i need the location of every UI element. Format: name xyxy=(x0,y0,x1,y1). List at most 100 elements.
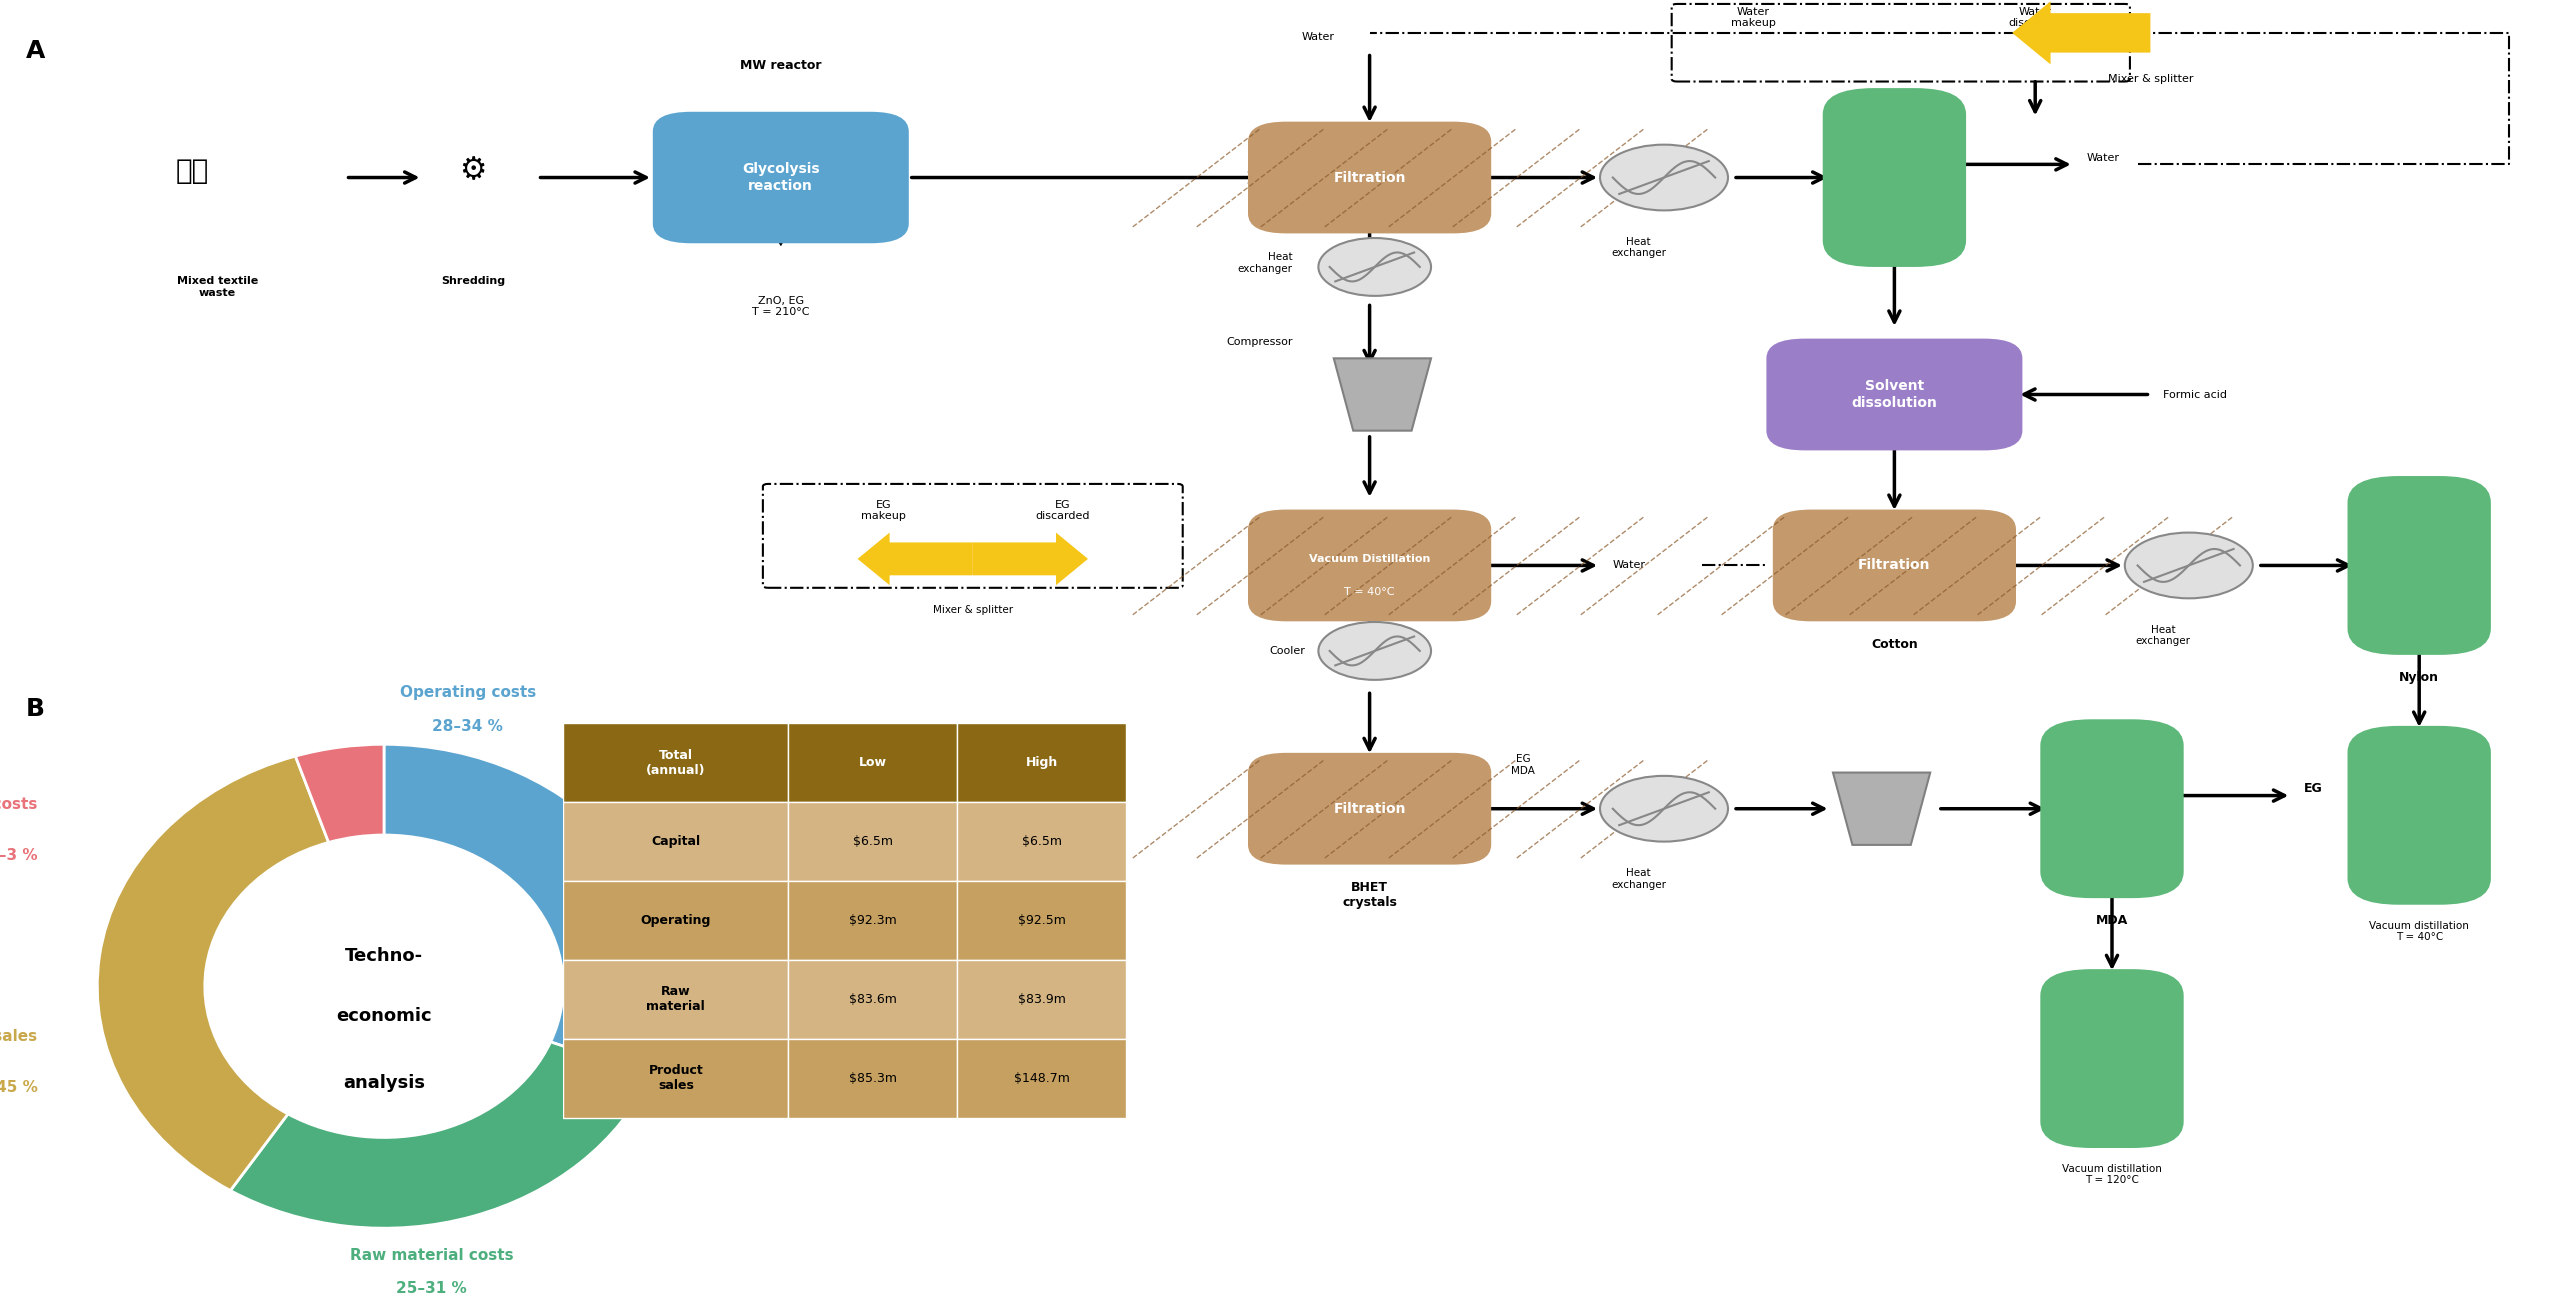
Circle shape xyxy=(1600,145,1728,210)
Text: Water: Water xyxy=(1613,560,1646,571)
Circle shape xyxy=(2125,533,2253,598)
Bar xyxy=(957,1039,1126,1118)
Text: Product
sales: Product sales xyxy=(648,1064,704,1093)
FancyBboxPatch shape xyxy=(1766,339,2022,450)
Text: $6.5m: $6.5m xyxy=(852,835,893,848)
Bar xyxy=(563,723,788,802)
Text: A: A xyxy=(26,39,46,63)
Text: Mixer & splitter: Mixer & splitter xyxy=(932,605,1014,615)
Bar xyxy=(788,802,957,881)
Text: Operating: Operating xyxy=(640,914,712,927)
Bar xyxy=(957,960,1126,1039)
FancyBboxPatch shape xyxy=(1249,752,1490,865)
FancyBboxPatch shape xyxy=(1249,509,1490,621)
Text: ⚙️: ⚙️ xyxy=(461,156,486,185)
Text: Capital costs: Capital costs xyxy=(0,797,38,813)
Text: $6.5m: $6.5m xyxy=(1021,835,1062,848)
Polygon shape xyxy=(2012,1,2150,64)
Bar xyxy=(788,1039,957,1118)
FancyBboxPatch shape xyxy=(2040,719,2184,898)
Text: 25–31 %: 25–31 % xyxy=(397,1281,466,1295)
Text: analysis: analysis xyxy=(343,1074,425,1091)
Text: Shredding: Shredding xyxy=(440,276,507,287)
FancyBboxPatch shape xyxy=(2348,726,2491,905)
Text: Raw material costs: Raw material costs xyxy=(351,1248,515,1264)
Text: Heat
exchanger: Heat exchanger xyxy=(1610,868,1667,889)
Text: MW reactor: MW reactor xyxy=(740,59,822,72)
Bar xyxy=(563,1039,788,1118)
Text: EG
makeup: EG makeup xyxy=(860,500,906,521)
Text: Low: Low xyxy=(860,756,886,769)
Text: $92.3m: $92.3m xyxy=(850,914,896,927)
Text: Techno-: Techno- xyxy=(346,947,422,965)
Text: BHET
crystals: BHET crystals xyxy=(1341,881,1398,909)
Text: 👖👕: 👖👕 xyxy=(177,156,207,185)
Text: High: High xyxy=(1027,756,1057,769)
Text: Heat
exchanger: Heat exchanger xyxy=(2135,625,2191,646)
Bar xyxy=(788,723,957,802)
Text: $92.5m: $92.5m xyxy=(1019,914,1065,927)
Text: Water: Water xyxy=(1303,32,1334,42)
FancyBboxPatch shape xyxy=(1823,88,1966,267)
Text: Water
makeup: Water makeup xyxy=(1731,7,1777,28)
Bar xyxy=(563,881,788,960)
Text: Mixed textile
waste: Mixed textile waste xyxy=(177,276,259,297)
Polygon shape xyxy=(858,533,973,585)
Bar xyxy=(957,723,1126,802)
Text: Heat
exchanger: Heat exchanger xyxy=(1610,237,1667,258)
Text: $85.3m: $85.3m xyxy=(850,1072,896,1085)
Text: Vacuum Distillation: Vacuum Distillation xyxy=(1308,554,1431,564)
Polygon shape xyxy=(1334,359,1431,431)
Text: Raw
material: Raw material xyxy=(648,985,704,1014)
Text: EG
discarded: EG discarded xyxy=(1034,500,1091,521)
Circle shape xyxy=(1318,622,1431,680)
Text: Operating costs: Operating costs xyxy=(399,685,535,700)
Circle shape xyxy=(1600,776,1728,842)
Text: Heat
exchanger: Heat exchanger xyxy=(1239,252,1293,274)
Text: $83.6m: $83.6m xyxy=(850,993,896,1006)
Bar xyxy=(788,881,957,960)
Wedge shape xyxy=(97,756,328,1190)
Bar xyxy=(957,802,1126,881)
Text: $148.7m: $148.7m xyxy=(1014,1072,1070,1085)
Bar xyxy=(563,802,788,881)
Wedge shape xyxy=(230,1041,650,1228)
Text: Nylon: Nylon xyxy=(2399,671,2440,684)
Text: ZnO, EG
T = 210°C: ZnO, EG T = 210°C xyxy=(753,296,809,317)
Wedge shape xyxy=(294,744,384,843)
Text: Total
(annual): Total (annual) xyxy=(645,748,707,777)
Text: Vacuum distillation
T = 40°C: Vacuum distillation T = 40°C xyxy=(2368,920,2470,942)
Bar xyxy=(957,881,1126,960)
Text: EG: EG xyxy=(2304,782,2322,796)
Polygon shape xyxy=(973,533,1088,585)
Text: Capital: Capital xyxy=(650,835,701,848)
Bar xyxy=(563,960,788,1039)
FancyBboxPatch shape xyxy=(1249,122,1490,234)
Text: Vacuum distillation
T = 120°C: Vacuum distillation T = 120°C xyxy=(2061,1164,2163,1185)
Text: Cooler: Cooler xyxy=(1270,646,1306,656)
Wedge shape xyxy=(384,744,671,1076)
FancyBboxPatch shape xyxy=(2348,476,2491,655)
Text: Water
discarded: Water discarded xyxy=(2007,7,2063,28)
Bar xyxy=(788,960,957,1039)
Text: B: B xyxy=(26,697,44,721)
Circle shape xyxy=(1318,238,1431,296)
FancyBboxPatch shape xyxy=(1772,510,2017,622)
Text: Formic acid: Formic acid xyxy=(2163,389,2227,400)
Text: MDA: MDA xyxy=(2097,914,2127,927)
FancyBboxPatch shape xyxy=(2040,969,2184,1148)
Text: Product sales: Product sales xyxy=(0,1030,38,1044)
Text: EG
MDA: EG MDA xyxy=(1510,755,1536,776)
Text: Water: Water xyxy=(2086,153,2120,163)
Text: Glycolysis
reaction: Glycolysis reaction xyxy=(742,163,819,192)
Text: Cotton: Cotton xyxy=(1871,638,1917,651)
Text: Compressor: Compressor xyxy=(1226,337,1293,347)
Polygon shape xyxy=(1833,772,1930,844)
Text: Filtration: Filtration xyxy=(1334,171,1405,184)
Text: Solvent
dissolution: Solvent dissolution xyxy=(1851,380,1938,409)
Text: Mixer & splitter: Mixer & splitter xyxy=(2107,74,2194,84)
FancyBboxPatch shape xyxy=(653,112,909,243)
Text: Filtration: Filtration xyxy=(1334,802,1405,815)
Text: economic: economic xyxy=(335,1007,433,1026)
Text: Filtration: Filtration xyxy=(1859,559,1930,572)
